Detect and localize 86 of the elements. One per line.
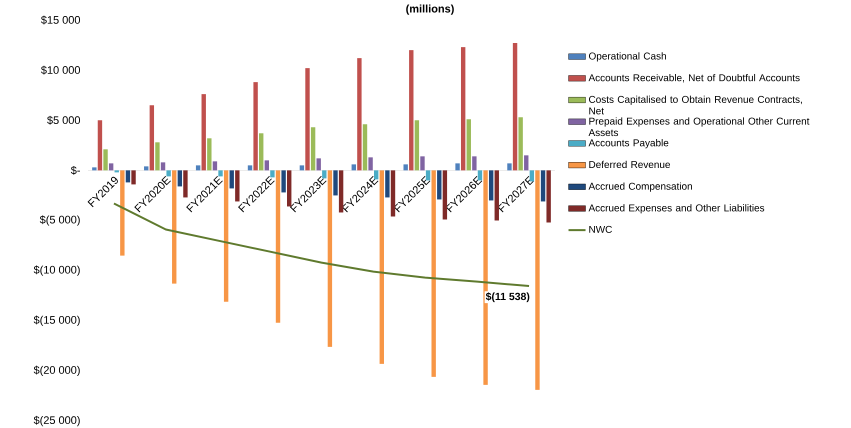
legend-label: Accounts Receivable, Net of Doubtful Accounts	[588, 74, 800, 82]
bar	[338, 170, 344, 212]
bar	[518, 117, 523, 170]
bar	[328, 170, 332, 347]
bar	[253, 82, 258, 170]
bar	[144, 166, 148, 170]
bar	[385, 170, 390, 198]
y-tick-label: $(5 000)	[40, 215, 80, 226]
bar	[178, 170, 182, 186]
bar	[155, 142, 160, 170]
bar	[183, 170, 188, 198]
bar	[333, 170, 338, 196]
chart-title: (millions)	[406, 4, 454, 15]
bar	[546, 170, 551, 223]
legend-label: Deferred Revenue	[589, 160, 670, 168]
bar	[287, 170, 292, 206]
y-tick-label: $(10 000)	[34, 265, 80, 276]
bar	[512, 43, 518, 170]
bar	[276, 170, 280, 323]
legend-label: Operational Cash	[588, 52, 666, 62]
bar	[259, 133, 264, 170]
bar	[235, 170, 240, 202]
bar	[98, 120, 102, 170]
bar	[310, 127, 316, 170]
bar	[207, 138, 212, 170]
bar	[131, 170, 136, 184]
bar	[108, 163, 114, 170]
bar	[202, 94, 206, 170]
legend-label: Accounts Payable	[588, 139, 668, 148]
bar	[368, 157, 373, 170]
bar	[442, 170, 448, 220]
bar	[230, 170, 234, 188]
bar	[103, 149, 108, 170]
y-tick-label: $(25 000)	[34, 416, 80, 426]
y-tick-label: $(20 000)	[34, 366, 80, 376]
data-label: $(11 538)	[486, 292, 530, 302]
legend-label: Prepaid Expenses and Operational Other Current Assets	[588, 117, 810, 136]
bar	[380, 170, 384, 364]
bar	[352, 164, 356, 170]
bar	[224, 170, 228, 302]
bar	[507, 163, 512, 170]
bar	[248, 165, 252, 170]
bar	[466, 119, 471, 170]
bar	[409, 50, 414, 170]
bar	[414, 120, 420, 170]
bar	[92, 167, 97, 170]
bar	[212, 161, 218, 170]
y-tick-label: $(15 000)	[34, 316, 80, 326]
y-tick-label: $-	[70, 166, 80, 175]
legend-label: Accrued Compensation	[588, 182, 692, 192]
bar	[403, 164, 408, 170]
bar	[172, 170, 176, 284]
bar	[488, 170, 494, 200]
bar	[316, 158, 321, 170]
bar	[540, 170, 546, 202]
bar	[300, 165, 304, 170]
legend-label: Accrued Expenses and Other Liabilities	[588, 204, 764, 214]
y-tick-label: $15 000	[40, 16, 80, 24]
bar	[150, 105, 154, 170]
bar	[305, 68, 310, 170]
y-tick-label: $10 000	[40, 66, 80, 75]
bar	[524, 155, 528, 170]
bar	[420, 156, 425, 170]
bar	[270, 170, 275, 178]
bar	[166, 170, 171, 176]
bar	[126, 170, 130, 182]
bar	[390, 170, 396, 216]
bar	[362, 124, 368, 170]
bar	[120, 170, 125, 256]
bar	[437, 170, 442, 200]
bar	[472, 156, 477, 170]
legend-label: Costs Capitalised to Obtain Revenue Contracts, Net	[589, 96, 802, 114]
bar	[460, 47, 466, 170]
bar	[535, 170, 540, 390]
bar	[264, 160, 270, 170]
legend-label: NWC	[589, 226, 612, 233]
bar	[455, 163, 460, 170]
bar	[196, 165, 200, 170]
bar	[483, 170, 488, 385]
bar	[357, 58, 362, 170]
y-tick-label: $5 000	[47, 116, 80, 125]
bar	[218, 170, 223, 176]
bar	[494, 170, 499, 220]
bar	[160, 162, 166, 170]
bar	[431, 170, 436, 377]
bar	[281, 170, 286, 192]
